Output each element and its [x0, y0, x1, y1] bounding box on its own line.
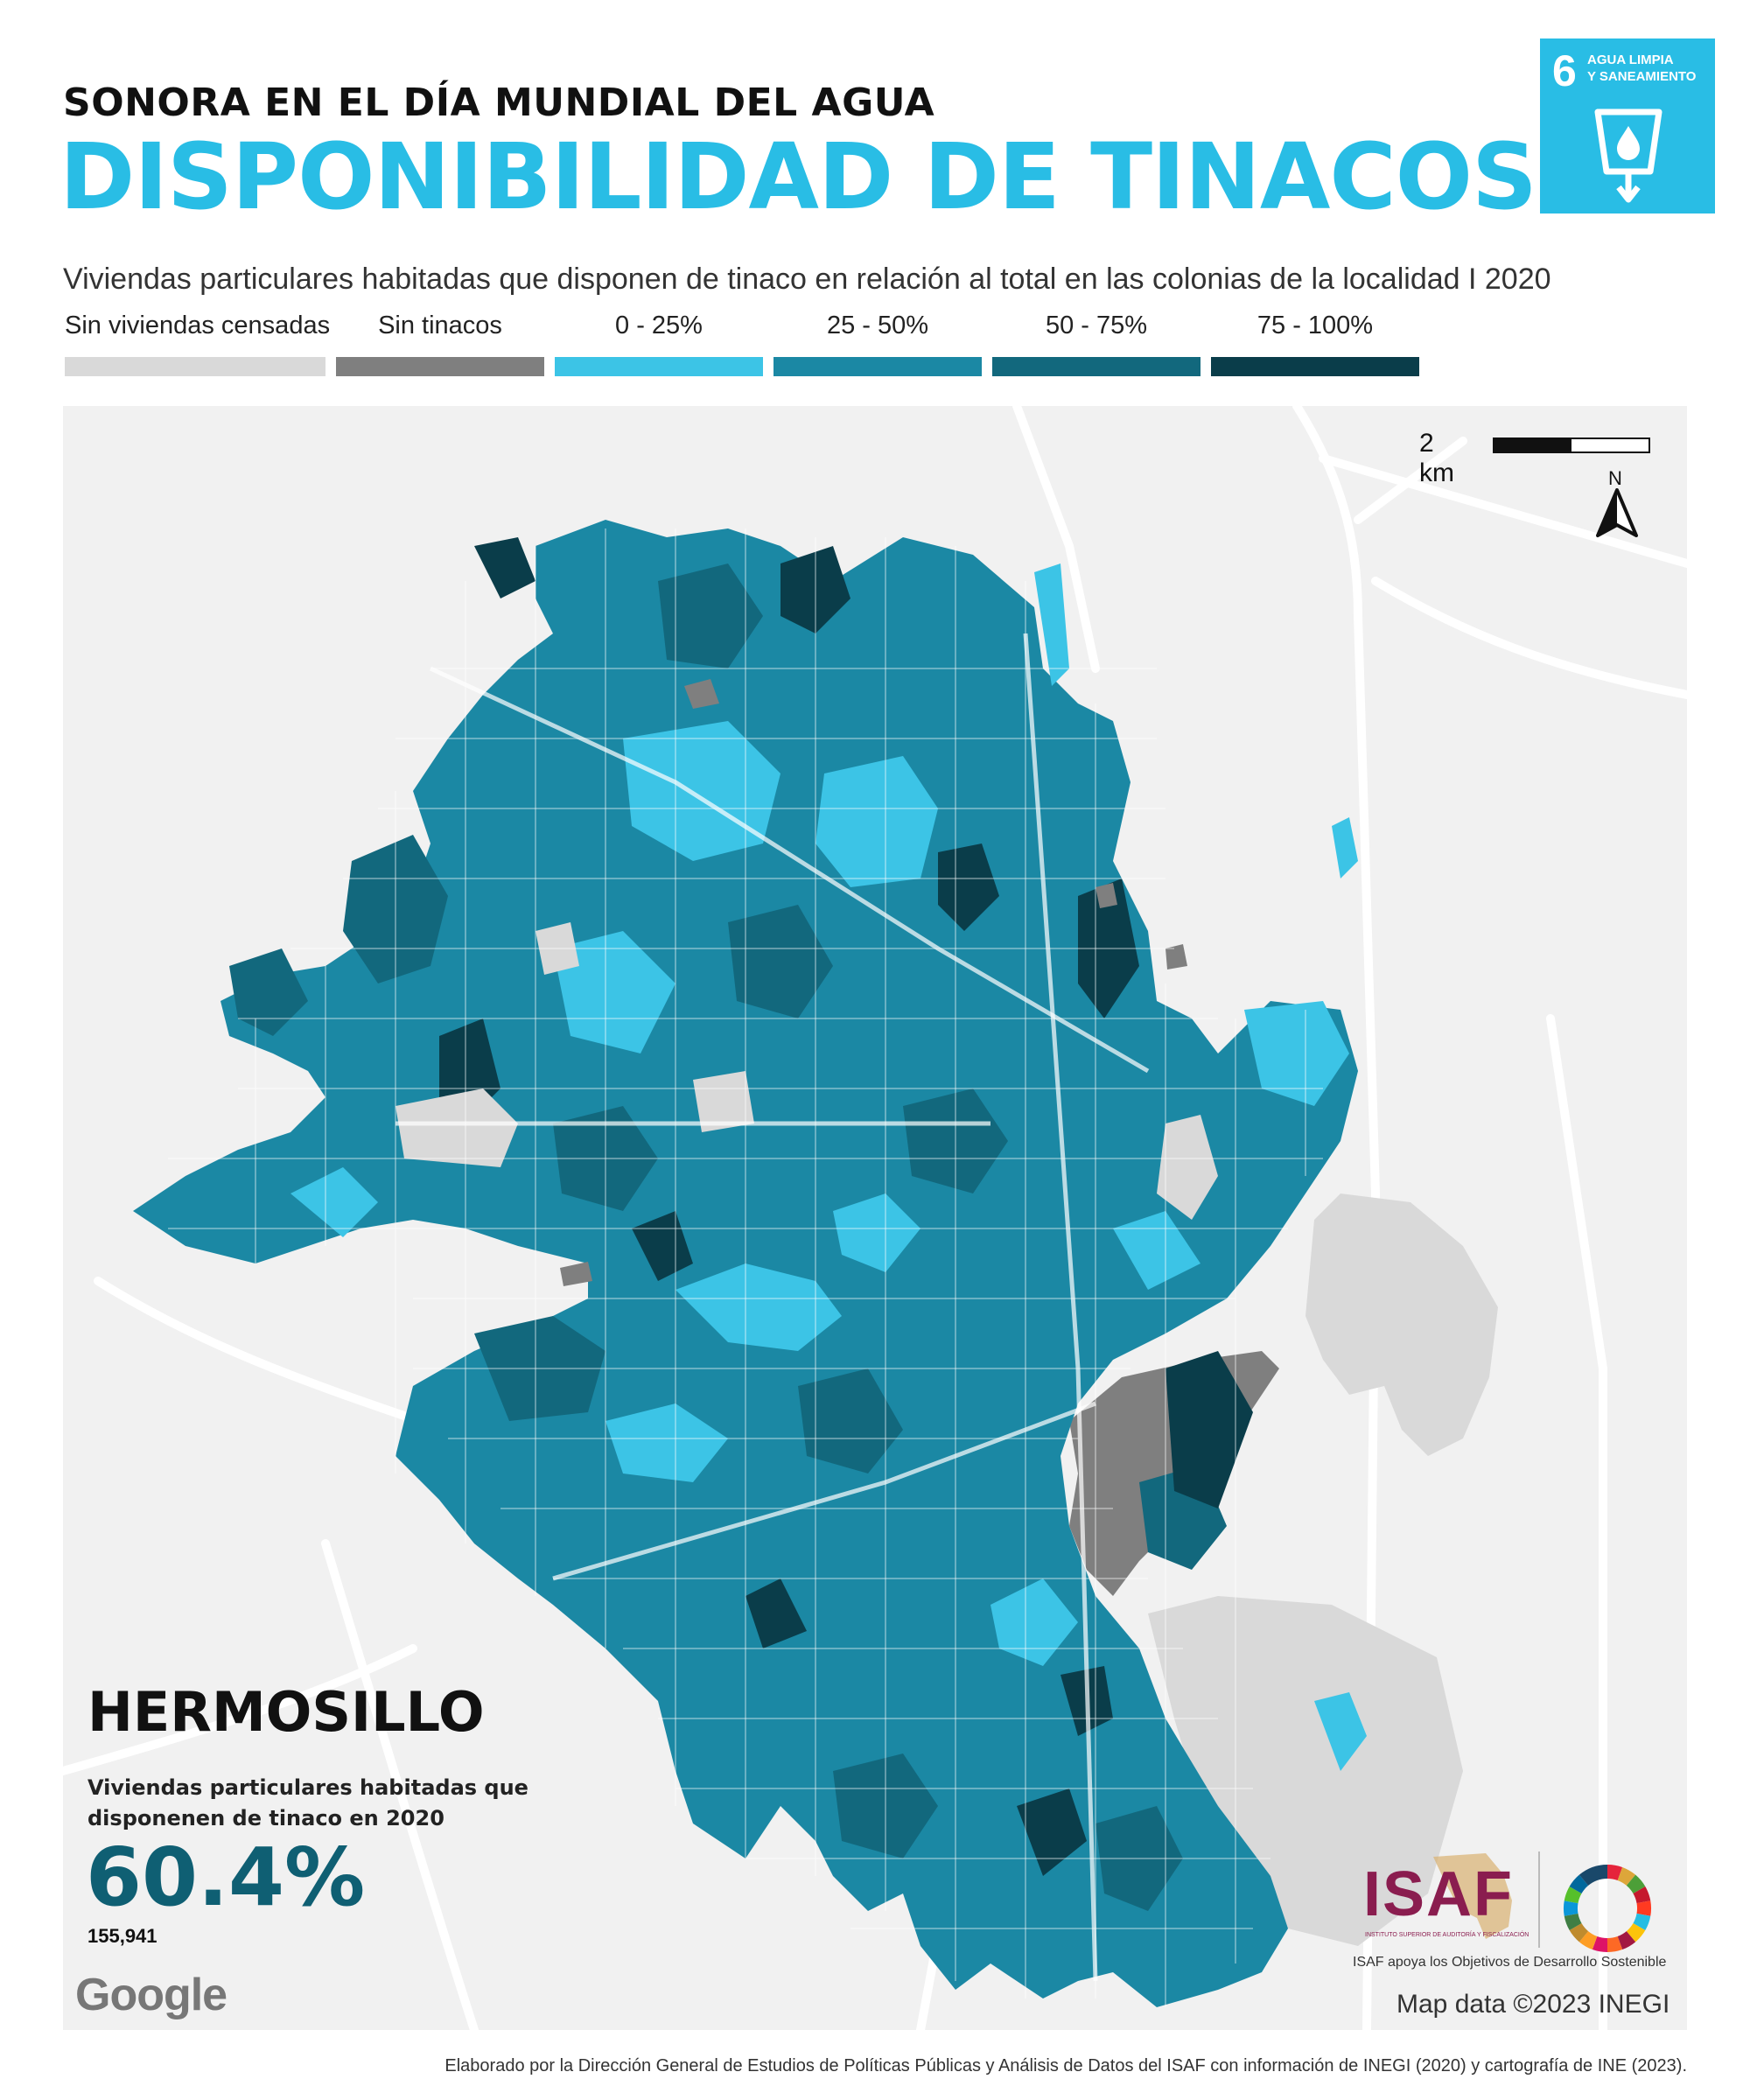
legend-swatch: [65, 357, 326, 376]
legend-label: Sin viviendas censadas: [65, 312, 331, 340]
legend-item: Sin tinacos: [336, 312, 544, 382]
legend-swatch: [992, 357, 1200, 376]
legend-item: Sin viviendas censadas: [65, 312, 331, 382]
sdg-number: 6: [1552, 46, 1577, 95]
map-legend: Sin viviendas censadas Sin tinacos 0 - 2…: [65, 312, 1430, 382]
city-name: HERMOSILLO: [88, 1680, 485, 1744]
scale-ruler: [1493, 438, 1650, 453]
water-glass-icon: [1594, 108, 1662, 203]
sdg-6-badge: 6 AGUA LIMPIA Y SANEAMIENTO: [1540, 38, 1715, 214]
main-avenues: [396, 633, 1150, 1982]
isaf-subtext: INSTITUTO SUPERIOR DE AUDITORÍA Y FISCAL…: [1365, 1932, 1530, 1938]
google-logo: Google: [75, 1970, 228, 2020]
airport-area: [1306, 1194, 1498, 1456]
legend-item: 50 - 75%: [992, 312, 1200, 382]
class-no-tinacos-small: [560, 679, 1187, 1286]
isaf-wordmark: ISAF: [1363, 1859, 1515, 1929]
legend-label: 0 - 25%: [615, 312, 703, 340]
class-0-25-areas: [290, 564, 1367, 1771]
legend-swatch: [1211, 357, 1419, 376]
isaf-logo: ISAF INSTITUTO SUPERIOR DE AUDITORÍA Y F…: [1354, 1848, 1530, 1944]
legend-item: 0 - 25%: [555, 312, 763, 382]
legend-swatch: [555, 357, 763, 376]
map-data-credit: Map data ©2023 INEGI: [1396, 1990, 1670, 2019]
legend-item: 25 - 50%: [774, 312, 982, 382]
page-title: DISPONIBILIDAD DE TINACOS: [60, 123, 1537, 230]
kpi-label: Viviendas particulares habitadas que dis…: [88, 1775, 528, 1830]
scale-label: 2 km: [1419, 429, 1454, 487]
legend-label: 75 - 100%: [1256, 312, 1374, 340]
kpi-count: 155,941: [88, 1925, 158, 1947]
supertitle: SONORA EN EL DÍA MUNDIAL DEL AGUA: [63, 80, 935, 125]
map-canvas: [63, 406, 1687, 2030]
legend-label: 50 - 75%: [1045, 312, 1148, 340]
legend-label: Sin tinacos: [378, 312, 502, 340]
footer-source: Elaborado por la Dirección General de Es…: [444, 2056, 1687, 2076]
sdg-label: AGUA LIMPIA Y SANEAMIENTO: [1587, 52, 1697, 84]
kpi-value: 60.4%: [86, 1830, 366, 1924]
legend-swatch: [774, 357, 982, 376]
north-label: N: [1608, 467, 1622, 489]
sonora-silhouette-icon: [1433, 1853, 1512, 1939]
legend-swatch: [336, 357, 544, 376]
class-no-census-areas: [396, 922, 1218, 1220]
isaf-tagline: ISAF apoya los Objetivos de Desarrollo S…: [1353, 1955, 1667, 1970]
subtitle: Viviendas particulares habitadas que dis…: [63, 262, 1551, 296]
choropleth-map[interactable]: 2 km N: [63, 406, 1687, 2030]
street-grid: [168, 528, 1323, 2007]
logo-divider: [1538, 1852, 1540, 1948]
legend-item: 75 - 100%: [1211, 312, 1419, 382]
north-arrow: N: [1591, 467, 1643, 537]
sdg-wheel-icon: [1563, 1864, 1652, 1953]
class-50-75-areas: [229, 564, 1227, 1911]
legend-label: 25 - 50%: [826, 312, 929, 340]
north-arrow-icon: [1596, 488, 1638, 537]
